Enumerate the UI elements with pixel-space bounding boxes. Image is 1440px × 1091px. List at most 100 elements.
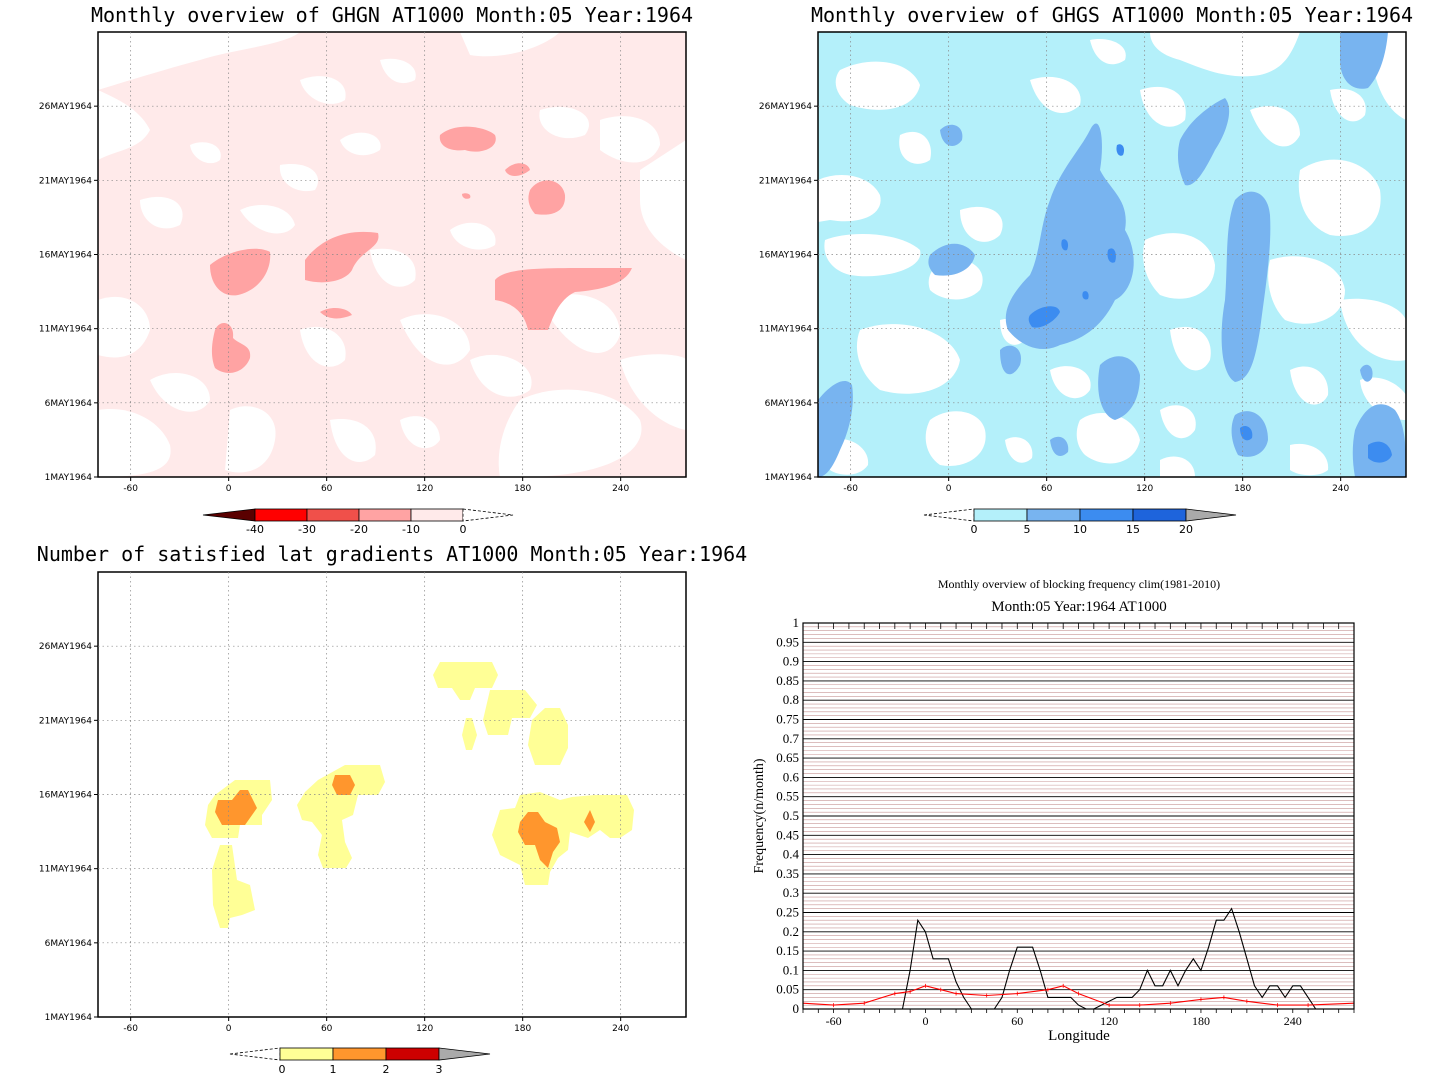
ghgs-colorbar-label: 10 xyxy=(1073,523,1087,536)
grad-colorbar-extend-low xyxy=(229,1047,281,1061)
freq-y-tick-label: 0 xyxy=(793,1001,800,1016)
freq-y-tick-label: 0.1 xyxy=(783,962,799,977)
ghgn-colorbar-label: -20 xyxy=(350,523,368,536)
freq-y-tick-label: 0.4 xyxy=(783,847,800,862)
ghgs-colorbar-cell xyxy=(1026,508,1081,522)
ghgs-y-tick-label: 6MAY1964 xyxy=(765,399,813,409)
ghgs-colorbar-label: 0 xyxy=(971,523,978,536)
ghgn-colorbar-label: -10 xyxy=(402,523,420,536)
grad-x-tick-label: 0 xyxy=(226,1024,232,1034)
ghgn-x-tick-label: 120 xyxy=(416,484,433,494)
freq-line-current xyxy=(803,907,1354,1010)
grad-colorbar-label: 0 xyxy=(279,1063,286,1076)
grad-colorbar-labels: 0 1 2 3 xyxy=(279,1063,443,1076)
ghgn-x-tick-label: 0 xyxy=(226,484,232,494)
freq-y-tick-label: 0.05 xyxy=(776,982,799,997)
freq-y-tick-label: 0.95 xyxy=(776,634,799,649)
freq-y-tick-label: 0.6 xyxy=(783,769,800,784)
freq-y-tick-label: 0.9 xyxy=(783,654,799,669)
ghgs-x-tick-label: -60 xyxy=(843,484,858,494)
grad-x-tick-label: 60 xyxy=(321,1024,333,1034)
grad-colorbar-cell xyxy=(385,1047,440,1061)
freq-plot-frame xyxy=(802,622,1355,1010)
grad-y-tick-label: 21MAY1964 xyxy=(39,716,92,726)
ghgs-grid xyxy=(818,32,1406,477)
ghgn-y-tick-label: 1MAY1964 xyxy=(45,473,93,483)
ghgs-colorbar-label: 20 xyxy=(1179,523,1193,536)
grad-colorbar-extend-high xyxy=(438,1047,491,1061)
panel-grad: Number of satisfied lat gradients AT1000… xyxy=(37,542,747,1076)
ghgn-x-tick-label: 60 xyxy=(321,484,333,494)
ghgn-y-tick-label: 6MAY1964 xyxy=(45,399,93,409)
grad-colorbar-cell xyxy=(332,1047,387,1061)
ghgs-colorbar-cell xyxy=(1132,508,1187,522)
freq-y-tick-label: 0.3 xyxy=(783,885,799,900)
ghgn-x-axis: -60 0 60 120 180 240 xyxy=(123,477,630,494)
freq-y-tick-label: 0.85 xyxy=(776,673,799,688)
grad-x-axis: -60 0 60 120 180 240 xyxy=(123,1017,630,1034)
ghgs-colorbar-labels: 0 5 10 15 20 xyxy=(971,523,1194,536)
ghgn-colorbar: -40 -30 -20 -10 0 xyxy=(202,508,514,536)
ghgn-colorbar-cell xyxy=(306,508,360,522)
grad-colorbar-label: 1 xyxy=(330,1063,337,1076)
grad-y-tick-label: 16MAY1964 xyxy=(39,791,92,801)
ghgn-colorbar-cell xyxy=(254,508,308,522)
freq-y-tick-label: 0.35 xyxy=(776,866,799,881)
ghgn-colorbar-label: -30 xyxy=(298,523,316,536)
grad-colorbar-label: 3 xyxy=(436,1063,443,1076)
freq-y-tick-label: 0.2 xyxy=(783,924,799,939)
grad-y-tick-label: 26MAY1964 xyxy=(39,642,92,652)
ghgn-colorbar-cell xyxy=(410,508,464,522)
panel-ghgn: Monthly overview of GHGN AT1000 Month:05… xyxy=(39,3,693,536)
panel-freq-title: Monthly overview of blocking frequency c… xyxy=(938,577,1220,591)
ghgn-y-axis: 1MAY1964 6MAY1964 11MAY1964 16MAY1964 21MAY1… xyxy=(39,102,98,483)
grad-x-tick-label: 240 xyxy=(612,1024,629,1034)
freq-y-tick-label: 0.7 xyxy=(783,731,800,746)
freq-x-tick-label: 120 xyxy=(1100,1014,1118,1028)
ghgs-x-tick-label: 240 xyxy=(1332,484,1349,494)
freq-y-tick-label: 0.75 xyxy=(776,712,799,727)
ghgs-high-blobs xyxy=(1028,144,1392,463)
panel-ghgs: Monthly overview of GHGS AT1000 Month:05… xyxy=(759,3,1413,536)
freq-line-clim xyxy=(802,985,1355,1006)
freq-y-tick-label: 0.65 xyxy=(776,750,799,765)
ghgs-colorbar: 0 5 10 15 20 xyxy=(923,508,1237,536)
ghgn-zero-areas xyxy=(98,32,686,477)
freq-x-tick-label: -60 xyxy=(826,1014,842,1028)
grad-y-tick-label: 1MAY1964 xyxy=(45,1013,93,1023)
ghgn-y-tick-label: 26MAY1964 xyxy=(39,102,92,112)
freq-x-tick-label: 0 xyxy=(922,1014,928,1028)
grad-two-areas xyxy=(215,775,595,868)
freq-y-axis: 0 0.05 0.1 0.15 0.2 0.25 0.3 0.35 0.4 0.45 0.5 0.55… xyxy=(776,615,799,1016)
freq-y-tick-label: 0.5 xyxy=(783,808,799,823)
ghgs-x-tick-label: 0 xyxy=(946,484,952,494)
ghgs-colorbar-cell xyxy=(1079,508,1134,522)
panel-ghgs-title: Monthly overview of GHGS AT1000 Month:05… xyxy=(811,3,1413,27)
ghgs-x-axis: -60 0 60 120 180 240 xyxy=(843,477,1350,494)
ghgs-y-tick-label: 1MAY1964 xyxy=(765,473,813,483)
grad-x-tick-label: 180 xyxy=(514,1024,531,1034)
ghgs-x-tick-label: 180 xyxy=(1234,484,1251,494)
freq-x-tick-label: 240 xyxy=(1284,1014,1302,1028)
ghgn-y-tick-label: 16MAY1964 xyxy=(39,251,92,261)
grad-colorbar: 0 1 2 3 xyxy=(229,1047,491,1076)
ghgn-negative-blobs xyxy=(210,126,632,373)
grad-y-tick-label: 6MAY1964 xyxy=(45,939,93,949)
ghgn-x-tick-label: 180 xyxy=(514,484,531,494)
ghgs-colorbar-extend-low xyxy=(923,508,975,522)
grad-grid xyxy=(98,572,686,1017)
ghgs-y-tick-label: 16MAY1964 xyxy=(759,251,812,261)
ghgn-x-tick-label: -60 xyxy=(123,484,138,494)
freq-y-axis-label: Frequency(n/month) xyxy=(752,758,767,873)
grad-x-tick-label: 120 xyxy=(416,1024,433,1034)
ghgn-colorbar-cell xyxy=(358,508,412,522)
ghgs-mid-blobs xyxy=(818,32,1406,477)
ghgs-colorbar-label: 15 xyxy=(1126,523,1140,536)
ghgn-y-tick-label: 11MAY1964 xyxy=(39,325,92,335)
ghgs-y-tick-label: 21MAY1964 xyxy=(759,176,812,186)
grad-colorbar-cell xyxy=(279,1047,334,1061)
grad-y-axis: 1MAY1964 6MAY1964 11MAY1964 16MAY1964 21MAY1… xyxy=(39,642,98,1023)
freq-x-tick-label: 60 xyxy=(1011,1014,1023,1028)
freq-y-tick-label: 0.55 xyxy=(776,789,799,804)
freq-y-tick-label: 1 xyxy=(793,615,800,630)
